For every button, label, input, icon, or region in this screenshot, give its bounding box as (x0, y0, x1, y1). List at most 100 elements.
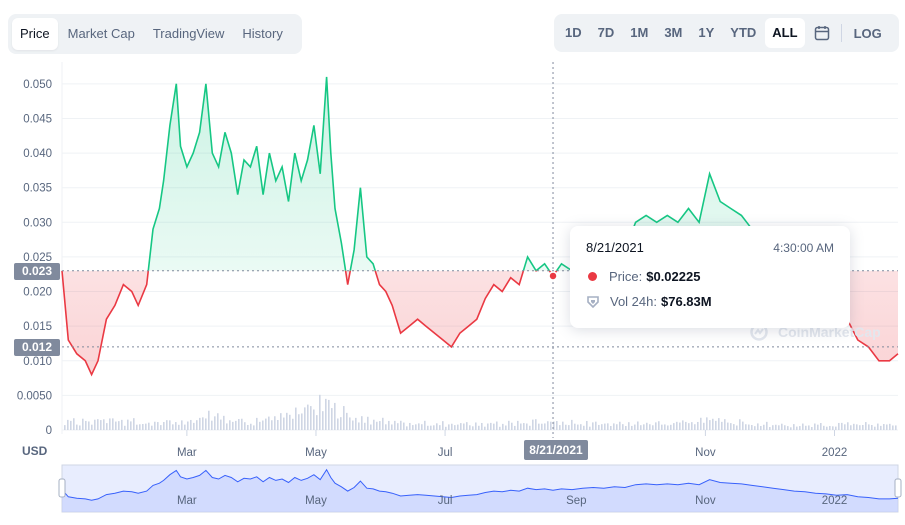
x-tick-label: Nov (695, 447, 716, 459)
volume-shield-icon (587, 295, 599, 308)
volume-bar (859, 425, 861, 430)
volume-bar (391, 424, 393, 430)
watermark: CoinMarketCap (750, 323, 881, 341)
y-tick-label: 0.010 (23, 356, 52, 368)
navigator-area (62, 469, 898, 512)
volume-bar (277, 419, 279, 430)
volume-bar (322, 411, 324, 430)
volume-bar (808, 425, 810, 430)
volume-bar (268, 416, 270, 430)
volume-bar (211, 420, 213, 430)
volume-bar (421, 424, 423, 430)
range-1y[interactable]: 1Y (698, 25, 715, 40)
tab-market-cap[interactable]: Market Cap (67, 26, 135, 41)
volume-bar (382, 417, 384, 430)
x-tick-label: Jul (438, 447, 453, 459)
volume-bar (187, 421, 189, 430)
volume-bar (604, 423, 606, 430)
y-tick-label: 0.0050 (17, 390, 52, 402)
volume-bar (238, 419, 240, 430)
volume-bar (583, 425, 585, 430)
volume-bar (379, 421, 381, 430)
range-3m[interactable]: 3M (664, 25, 683, 40)
volume-bar (838, 422, 840, 430)
volume-bar (748, 424, 750, 430)
volume-bar (163, 422, 165, 430)
volume-bar (787, 426, 789, 430)
tooltip-vol-value: $76.83M (661, 294, 712, 309)
y-tick-label: 0.030 (23, 217, 52, 229)
volume-bar (505, 425, 507, 430)
volume-bar (340, 417, 342, 430)
hover-point (548, 271, 558, 281)
volume-bar (868, 424, 870, 430)
tooltip-time: 4:30:00 AM (773, 241, 834, 255)
volume-bar (823, 425, 825, 430)
tab-history[interactable]: History (242, 26, 283, 41)
volume-bar (316, 415, 318, 430)
volume-bar (652, 425, 654, 430)
volume-bar (544, 423, 546, 430)
volume-bar (817, 424, 819, 430)
volume-bar (778, 425, 780, 430)
volume-bar (649, 424, 651, 430)
volume-bar (361, 416, 363, 430)
volume-bar (631, 425, 633, 430)
volume-bar (598, 424, 600, 430)
log-scale-toggle[interactable]: LOG (853, 25, 882, 41)
volume-bar (223, 415, 225, 430)
volume-bar (889, 423, 891, 430)
calendar-icon[interactable] (807, 18, 837, 48)
volume-bar (763, 424, 765, 430)
range-ytd[interactable]: YTD (730, 25, 757, 40)
volume-bar (466, 422, 468, 430)
volume-bar (136, 424, 138, 430)
volume-bar (337, 418, 339, 430)
volume-bar (577, 424, 579, 430)
tab-tradingview[interactable]: TradingView (152, 26, 225, 41)
volume-bar (385, 424, 387, 430)
tooltip-date: 8/21/2021 (586, 240, 644, 255)
range-all[interactable]: ALL (765, 18, 805, 48)
volume-bar (793, 424, 795, 430)
range-1m[interactable]: 1M (630, 25, 649, 40)
volume-bar (286, 412, 288, 430)
volume-bar (550, 421, 552, 430)
volume-bar (655, 422, 657, 430)
volume-bar (445, 426, 447, 430)
volume-bar (121, 419, 123, 430)
volume-bar (358, 422, 360, 430)
volume-bar (106, 423, 108, 430)
volume-bar (700, 417, 702, 430)
range-navigator[interactable]: Mar May Jul Sep Nov 2022 (58, 464, 902, 513)
range-1d[interactable]: 1D (565, 25, 582, 40)
volume-bar (634, 424, 636, 430)
volume-bar (805, 425, 807, 430)
tooltip-price-label: Price: (609, 269, 643, 284)
volume-bar (811, 427, 813, 430)
volume-bar (589, 426, 591, 430)
tab-price[interactable]: Price (12, 18, 58, 50)
volume-bar (730, 423, 732, 430)
volume-bar (580, 424, 582, 430)
volume-bar (526, 423, 528, 430)
volume-bar (169, 420, 171, 430)
volume-bar (82, 418, 84, 430)
volume-bar (310, 406, 312, 430)
volume-bar (565, 424, 567, 430)
range-7d[interactable]: 7D (597, 25, 615, 40)
volume-bar (595, 421, 597, 430)
price-dot-icon (588, 272, 597, 281)
volume-bar (397, 423, 399, 430)
volume-bar (229, 420, 231, 430)
volume-bar (664, 424, 666, 430)
volume-bar (424, 420, 426, 430)
volume-bar (895, 425, 897, 430)
volume-bar (202, 417, 204, 430)
volume-bar (637, 421, 639, 430)
volume-bar (220, 419, 222, 430)
volume-bar (502, 423, 504, 430)
volume-bar (562, 421, 564, 430)
volume-bar (847, 422, 849, 430)
volume-bar (304, 407, 306, 430)
